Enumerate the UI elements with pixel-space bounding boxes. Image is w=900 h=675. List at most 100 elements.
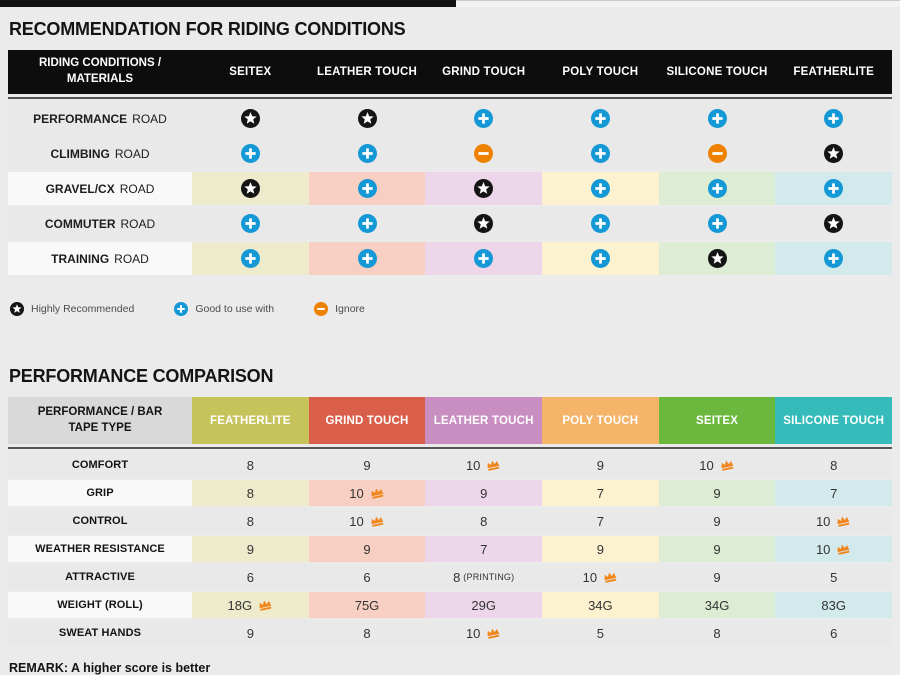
score-cell: 8: [659, 620, 776, 646]
performance-table-row: WEATHER RESISTANCE 9 9 7 9 9 10: [8, 536, 893, 562]
recommendation-cell: [775, 137, 892, 170]
riding-condition-label: PERFORMANCE ROAD: [33, 111, 167, 126]
recommendation-cell: [425, 102, 542, 135]
score-value: 6: [830, 625, 838, 641]
performance-metric-label: ATTRACTIVE: [65, 571, 135, 583]
remark-text: REMARK: A higher score is better: [9, 661, 211, 675]
riding-condition-label: COMMUTER ROAD: [44, 216, 156, 231]
performance-header-corner: PERFORMANCE / BAR TAPE TYPE: [8, 397, 192, 444]
score-cell: 10: [775, 508, 892, 534]
top-divider-line: [456, 0, 900, 1]
plus-icon: [240, 214, 260, 233]
score-cell: 8 (PRINTING): [425, 564, 542, 590]
star-icon: [474, 214, 494, 233]
recommendation-cell: [542, 137, 659, 170]
recommendation-cell: [192, 172, 309, 205]
riding-conditions-section: RECOMMENDATION FOR RIDING CONDITIONS RID…: [0, 19, 900, 316]
score-cell: 6: [775, 620, 892, 646]
riding-header-cell: GRIND TOUCH: [442, 66, 526, 78]
performance-metric-label: COMFORT: [71, 459, 129, 471]
recommendation-cell: [775, 102, 892, 135]
recommendation-cell: [658, 172, 776, 205]
plus-icon: [824, 109, 844, 128]
score-value: 5: [596, 625, 604, 641]
riding-header-cell: SILICONE TOUCH: [666, 66, 768, 78]
performance-metric-label: WEATHER RESISTANCE: [8, 536, 192, 562]
performance-table-row: ATTRACTIVE 6 6 8 (PRINTING) 10 9 5: [8, 564, 892, 590]
riding-condition-label: GRAVEL/CX ROAD: [8, 172, 192, 205]
score-cell: 10: [775, 536, 893, 562]
riding-header-cell: LEATHER TOUCH: [317, 66, 417, 78]
plus-icon: [357, 249, 377, 268]
recommendation-cell: [192, 207, 309, 240]
plus-icon: [474, 109, 494, 128]
plus-icon: [824, 249, 844, 268]
recommendation-cell: [425, 172, 543, 205]
performance-metric-label: WEIGHT (ROLL): [8, 592, 192, 618]
score-note: (PRINTING): [463, 572, 515, 582]
score-value: 9: [596, 457, 604, 473]
score-value: 7: [830, 485, 838, 501]
plus-icon: [590, 179, 610, 198]
star-icon: [357, 109, 377, 128]
score-value: 9: [480, 485, 488, 501]
score-value: 34G: [704, 597, 730, 613]
score-cell: 9: [309, 452, 426, 478]
riding-condition-label: CLIMBING ROAD: [50, 146, 150, 161]
performance-table-row: COMFORT 8 9 10 9 10 8: [8, 452, 892, 478]
score-value: 9: [713, 569, 721, 585]
recommendation-cell: [659, 207, 776, 240]
score-value: 83G: [821, 597, 846, 613]
riding-header-cell: FEATHERLITE: [793, 66, 874, 78]
star-icon: [474, 179, 494, 198]
plus-icon: [707, 179, 727, 198]
recommendation-cell: [775, 207, 892, 240]
score-value: 8: [246, 457, 254, 473]
performance-table-row: CONTROL 8 10 8 7 9 10: [8, 508, 892, 534]
riding-table-header: RIDING CONDITIONS / MATERIALS SEITEX LEAT…: [8, 50, 892, 94]
score-value: 6: [363, 569, 371, 585]
score-value: 8: [713, 625, 721, 641]
recommendation-cell: [308, 172, 426, 205]
score-cell: 34G: [658, 592, 776, 618]
legend-item-good-to-use: Good to use with: [174, 302, 274, 316]
performance-metric-label: CONTROL: [72, 515, 128, 527]
recommendation-cell: [659, 137, 776, 170]
star-icon: [707, 249, 727, 268]
recommendation-cell: [309, 102, 426, 135]
plus-icon: [824, 179, 844, 198]
score-value: 29G: [471, 597, 496, 613]
plus-icon: [707, 214, 727, 233]
riding-legend: Highly Recommended Good to use with Igno…: [10, 302, 900, 316]
recommendation-cell: [192, 242, 309, 275]
score-value: 7: [480, 541, 488, 557]
minus-icon: [314, 302, 329, 316]
riding-header-cell: POLY TOUCH: [562, 66, 639, 78]
performance-metric-label: SWEAT HANDS: [58, 627, 142, 639]
plus-icon: [707, 109, 727, 128]
score-value: 9: [363, 541, 371, 557]
minus-icon: [474, 144, 494, 163]
score-cell: 7: [425, 536, 543, 562]
score-value: 5: [830, 569, 838, 585]
recommendation-cell: [775, 242, 893, 275]
performance-header-cell: GRIND TOUCH: [308, 397, 426, 444]
riding-table: RIDING CONDITIONS / MATERIALS SEITEX LEAT…: [8, 50, 893, 275]
score-value: 9: [713, 485, 721, 501]
recommendation-cell: [309, 137, 426, 170]
score-value: 8: [480, 513, 488, 529]
plus-icon: [590, 249, 610, 268]
score-value: 8: [363, 625, 371, 641]
score-cell: 9: [659, 564, 776, 590]
legend-label: Good to use with: [195, 303, 275, 315]
score-cell: 10: [308, 480, 426, 506]
star-icon: [824, 144, 844, 163]
score-value: 8: [453, 569, 461, 585]
riding-header-cell: SEITEX: [229, 66, 272, 78]
top-strip: [0, 0, 900, 7]
score-value: 10: [349, 513, 364, 529]
score-value: 9: [246, 625, 254, 641]
riding-table-rows: PERFORMANCE ROAD CLIMBING ROAD GRAVEL/CX ROAD…: [8, 102, 893, 275]
score-cell: 34G: [542, 592, 659, 618]
score-value: 10: [815, 513, 831, 529]
